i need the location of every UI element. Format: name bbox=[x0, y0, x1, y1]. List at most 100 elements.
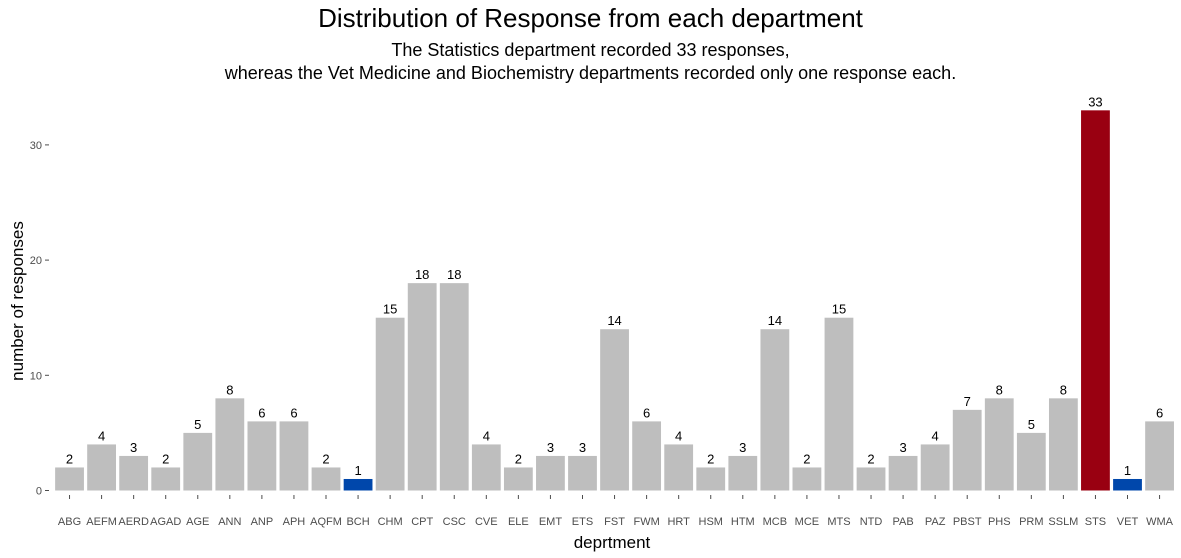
x-tick-label-ann: ANN bbox=[218, 516, 241, 528]
bar-bch bbox=[343, 478, 373, 491]
bar-sslm bbox=[1048, 398, 1078, 491]
bar-fst bbox=[600, 329, 629, 491]
data-label-pab: 3 bbox=[899, 440, 906, 455]
bar-mce bbox=[792, 467, 822, 491]
bar-cpt bbox=[407, 283, 437, 491]
bar-aqfm bbox=[311, 467, 341, 491]
data-label-ets: 3 bbox=[579, 440, 586, 455]
bar-chm bbox=[375, 317, 405, 491]
x-tick-label-pbst: PBST bbox=[953, 516, 982, 528]
chart-title: Distribution of Response from each depar… bbox=[318, 3, 863, 33]
x-tick-label-agad: AGAD bbox=[150, 516, 181, 528]
x-tick-label-cve: CVE bbox=[475, 516, 498, 528]
data-label-ele: 2 bbox=[515, 451, 522, 466]
data-label-vet: 1 bbox=[1124, 463, 1131, 478]
x-tick-label-fwm: FWM bbox=[633, 516, 659, 528]
chart-subtitle-line-2: whereas the Vet Medicine and Biochemistr… bbox=[224, 63, 957, 83]
y-tick-label-20: 20 bbox=[30, 255, 42, 267]
x-tick-label-mce: MCE bbox=[795, 516, 819, 528]
bar-mts bbox=[824, 317, 854, 491]
data-label-bch: 1 bbox=[354, 463, 361, 478]
data-label-pbst: 7 bbox=[964, 394, 971, 409]
bar-paz bbox=[920, 444, 950, 491]
x-tick-label-aqfm: AQFM bbox=[310, 516, 342, 528]
data-label-age: 5 bbox=[194, 417, 201, 432]
bar-pbst bbox=[952, 409, 982, 491]
x-tick-label-bch: BCH bbox=[346, 516, 369, 528]
x-tick-label-pab: PAB bbox=[892, 516, 913, 528]
y-axis: 0 10 20 30 bbox=[30, 140, 49, 498]
x-tick-label-fst: FST bbox=[604, 516, 625, 528]
bar-hsm bbox=[696, 467, 726, 491]
data-label-aph: 6 bbox=[290, 405, 297, 420]
data-label-phs: 8 bbox=[996, 382, 1003, 397]
x-tick-label-vet: VET bbox=[1117, 516, 1139, 528]
x-tick-label-ele: ELE bbox=[508, 516, 529, 528]
data-label-aefm: 4 bbox=[98, 428, 105, 443]
x-tick-label-htm: HTM bbox=[731, 516, 755, 528]
chart-subtitle-line-1: The Statistics department recorded 33 re… bbox=[391, 40, 790, 60]
data-label-aerd: 3 bbox=[130, 440, 137, 455]
data-label-prm: 5 bbox=[1028, 417, 1035, 432]
data-label-mcb: 14 bbox=[768, 313, 782, 328]
y-tick-label-0: 0 bbox=[36, 486, 42, 498]
data-label-cve: 4 bbox=[483, 428, 490, 443]
x-tick-label-csc: CSC bbox=[443, 516, 466, 528]
data-label-hsm: 2 bbox=[707, 451, 714, 466]
data-label-ann: 8 bbox=[226, 382, 233, 397]
y-tick-label-30: 30 bbox=[30, 140, 42, 152]
bar-ele bbox=[503, 467, 533, 491]
bar-csc bbox=[439, 283, 469, 491]
x-tick-label-prm: PRM bbox=[1019, 516, 1043, 528]
bar-aerd bbox=[119, 455, 149, 491]
bar-fwm bbox=[632, 421, 662, 491]
data-label-cpt: 18 bbox=[415, 267, 429, 282]
data-label-paz: 4 bbox=[932, 428, 939, 443]
bar-anp bbox=[247, 421, 277, 491]
bar-age bbox=[183, 432, 213, 491]
data-label-csc: 18 bbox=[447, 267, 461, 282]
x-tick-label-chm: CHM bbox=[378, 516, 403, 528]
bar-phs bbox=[984, 398, 1014, 491]
x-tick-label-aph: APH bbox=[283, 516, 306, 528]
x-tick-label-sts: STS bbox=[1085, 516, 1106, 528]
data-label-agad: 2 bbox=[162, 451, 169, 466]
bar-emt bbox=[536, 455, 565, 491]
x-tick-label-ets: ETS bbox=[572, 516, 593, 528]
x-tick-label-age: AGE bbox=[186, 516, 209, 528]
bar-pab bbox=[888, 455, 918, 491]
data-label-sslm: 8 bbox=[1060, 382, 1067, 397]
data-label-abg: 2 bbox=[66, 451, 73, 466]
bar-ntd bbox=[856, 467, 886, 491]
bar-mcb bbox=[760, 329, 790, 491]
x-axis: ABG AEFM AERD AGAD AGE ANN ANP APH AQFM BCH CHM CPT… bbox=[58, 495, 1174, 528]
data-label-chm: 15 bbox=[383, 302, 397, 317]
data-label-fwm: 6 bbox=[643, 405, 650, 420]
data-label-htm: 3 bbox=[739, 440, 746, 455]
y-tick-label-10: 10 bbox=[30, 370, 42, 382]
x-tick-label-paz: PAZ bbox=[925, 516, 946, 528]
bar-ets bbox=[568, 455, 597, 491]
bar-agad bbox=[151, 467, 181, 491]
bar-aefm bbox=[87, 444, 116, 491]
data-label-hrt: 4 bbox=[675, 428, 682, 443]
x-tick-label-sslm: SSLM bbox=[1048, 516, 1078, 528]
x-tick-label-mcb: MCB bbox=[763, 516, 787, 528]
x-tick-label-ntd: NTD bbox=[860, 516, 883, 528]
x-tick-label-hsm: HSM bbox=[699, 516, 723, 528]
data-label-ntd: 2 bbox=[867, 451, 874, 466]
bars bbox=[55, 110, 1174, 491]
bar-cve bbox=[471, 444, 501, 491]
data-label-aqfm: 2 bbox=[322, 451, 329, 466]
data-label-sts: 33 bbox=[1088, 94, 1102, 109]
y-axis-title: number of responses bbox=[8, 221, 27, 381]
data-label-wma: 6 bbox=[1156, 405, 1163, 420]
bar-wma bbox=[1145, 421, 1174, 491]
data-label-fst: 14 bbox=[607, 313, 621, 328]
data-label-anp: 6 bbox=[258, 405, 265, 420]
x-tick-label-abg: ABG bbox=[58, 516, 81, 528]
data-label-emt: 3 bbox=[547, 440, 554, 455]
data-label-mts: 15 bbox=[832, 302, 846, 317]
